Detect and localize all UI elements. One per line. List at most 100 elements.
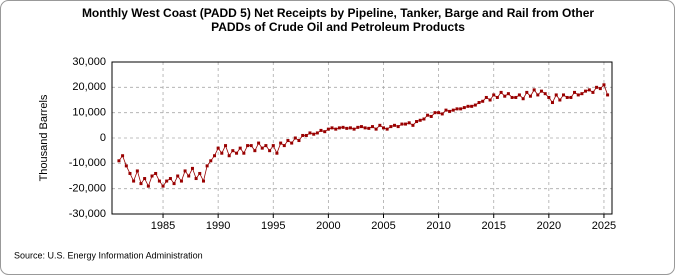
data-point — [584, 89, 588, 93]
data-point — [481, 99, 485, 103]
data-point — [550, 101, 554, 105]
data-point — [426, 113, 430, 117]
data-point — [506, 92, 510, 96]
y-tick-label: -30,000 — [69, 208, 106, 220]
x-tick-label: 2005 — [371, 220, 395, 232]
y-axis-label: Thousand Barrels — [38, 94, 50, 181]
data-point — [326, 127, 330, 131]
data-point — [293, 136, 297, 140]
data-point — [264, 144, 268, 148]
data-point — [470, 104, 474, 108]
data-point — [135, 169, 139, 173]
data-point — [213, 154, 217, 158]
data-point — [224, 144, 228, 148]
data-point — [227, 154, 231, 158]
x-tick-label: 2010 — [426, 220, 450, 232]
data-point — [132, 179, 136, 183]
data-point — [117, 159, 121, 163]
data-point — [532, 88, 536, 92]
data-point — [591, 90, 595, 94]
data-point — [525, 90, 529, 94]
data-point — [448, 109, 452, 113]
data-point — [348, 126, 352, 130]
x-tick-label: 1990 — [206, 220, 230, 232]
x-tick-label: 2025 — [592, 220, 616, 232]
data-point — [157, 179, 161, 183]
data-point — [576, 93, 580, 97]
data-point — [146, 184, 150, 188]
data-point — [330, 126, 334, 130]
data-point — [400, 122, 404, 126]
data-point — [275, 151, 279, 155]
y-tick-label: 30,000 — [72, 56, 106, 68]
source-note: Source: U.S. Energy Information Administ… — [14, 250, 203, 260]
data-point — [499, 90, 503, 94]
data-point — [543, 92, 547, 96]
data-point — [510, 95, 514, 99]
data-point — [418, 118, 422, 122]
data-point — [528, 94, 532, 98]
x-tick-label: 2000 — [316, 220, 340, 232]
data-point — [536, 93, 540, 97]
data-point — [121, 154, 125, 158]
data-point — [312, 132, 316, 136]
data-point — [352, 127, 356, 131]
x-tick-label: 1985 — [151, 220, 175, 232]
plot-area: -30,000 -20,000 -10,000 0 10,000 20,000 30,000… — [69, 56, 617, 232]
data-point — [606, 93, 610, 97]
data-point — [565, 95, 569, 99]
data-point — [462, 106, 466, 110]
data-point — [216, 146, 220, 150]
data-point — [271, 144, 275, 148]
data-point — [323, 130, 327, 134]
data-point — [503, 94, 507, 98]
data-point — [385, 127, 389, 131]
data-point — [154, 171, 158, 175]
data-point — [242, 151, 246, 155]
data-point — [334, 127, 338, 131]
y-tick-label: 10,000 — [72, 107, 106, 119]
y-tick-label: -10,000 — [69, 157, 106, 169]
data-point — [319, 128, 323, 132]
data-point — [573, 90, 577, 94]
data-point — [235, 151, 239, 155]
data-point — [220, 151, 224, 155]
data-point — [198, 171, 202, 175]
data-point — [580, 92, 584, 96]
data-point — [201, 179, 205, 183]
data-point — [411, 123, 415, 127]
data-point — [495, 95, 499, 99]
data-point — [190, 166, 194, 170]
data-point — [315, 131, 319, 135]
data-point — [370, 125, 374, 129]
data-point — [176, 174, 180, 178]
data-point — [124, 164, 128, 168]
data-point — [374, 127, 378, 131]
data-point — [517, 93, 521, 97]
data-point — [257, 141, 261, 145]
data-point — [279, 141, 283, 145]
data-point — [128, 171, 132, 175]
data-point — [238, 146, 242, 150]
data-point — [282, 144, 286, 148]
data-point — [595, 85, 599, 89]
data-point — [194, 177, 198, 181]
data-point — [187, 174, 191, 178]
data-point — [290, 141, 294, 145]
data-point — [231, 149, 235, 153]
data-point — [433, 111, 437, 115]
data-point — [297, 139, 301, 143]
data-point — [249, 144, 253, 148]
data-point — [183, 169, 187, 173]
data-point — [389, 125, 393, 129]
data-point — [150, 174, 154, 178]
data-point — [466, 104, 470, 108]
data-point — [168, 177, 172, 181]
data-point — [165, 179, 169, 183]
data-point — [521, 97, 525, 101]
data-point — [547, 95, 551, 99]
data-point — [477, 101, 481, 105]
data-point — [268, 149, 272, 153]
data-point — [437, 111, 441, 115]
data-point — [381, 126, 385, 130]
